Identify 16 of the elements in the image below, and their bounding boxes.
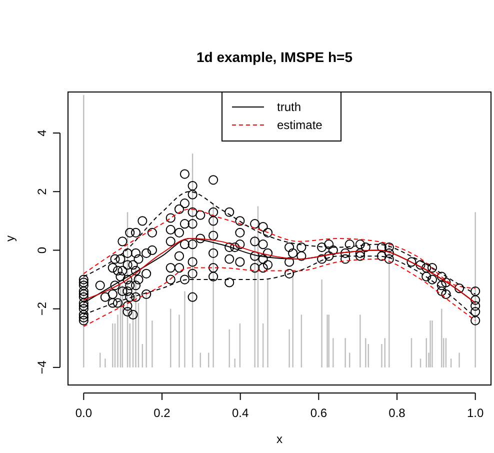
y-tick-label: 2 [35,188,49,195]
y-tick-label: −4 [35,360,49,374]
legend-label: truth [277,100,302,114]
y-tick-label: 4 [35,129,49,136]
x-tick-label: 0.6 [310,406,328,420]
x-tick-label: 1.0 [466,406,484,420]
y-tick-label: 0 [35,246,49,254]
y-axis-title: y [3,236,17,242]
x-tick-label: 0.4 [232,406,249,420]
x-tick-label: 0.2 [154,406,171,420]
chart-title: 1d example, IMSPE h=5 [196,49,353,65]
legend-label: estimate [277,118,323,132]
x-tick-label: 0.0 [75,406,92,420]
y-tick-label: −2 [35,302,49,316]
x-tick-label: 0.8 [388,406,406,420]
x-axis-title: x [276,432,282,446]
